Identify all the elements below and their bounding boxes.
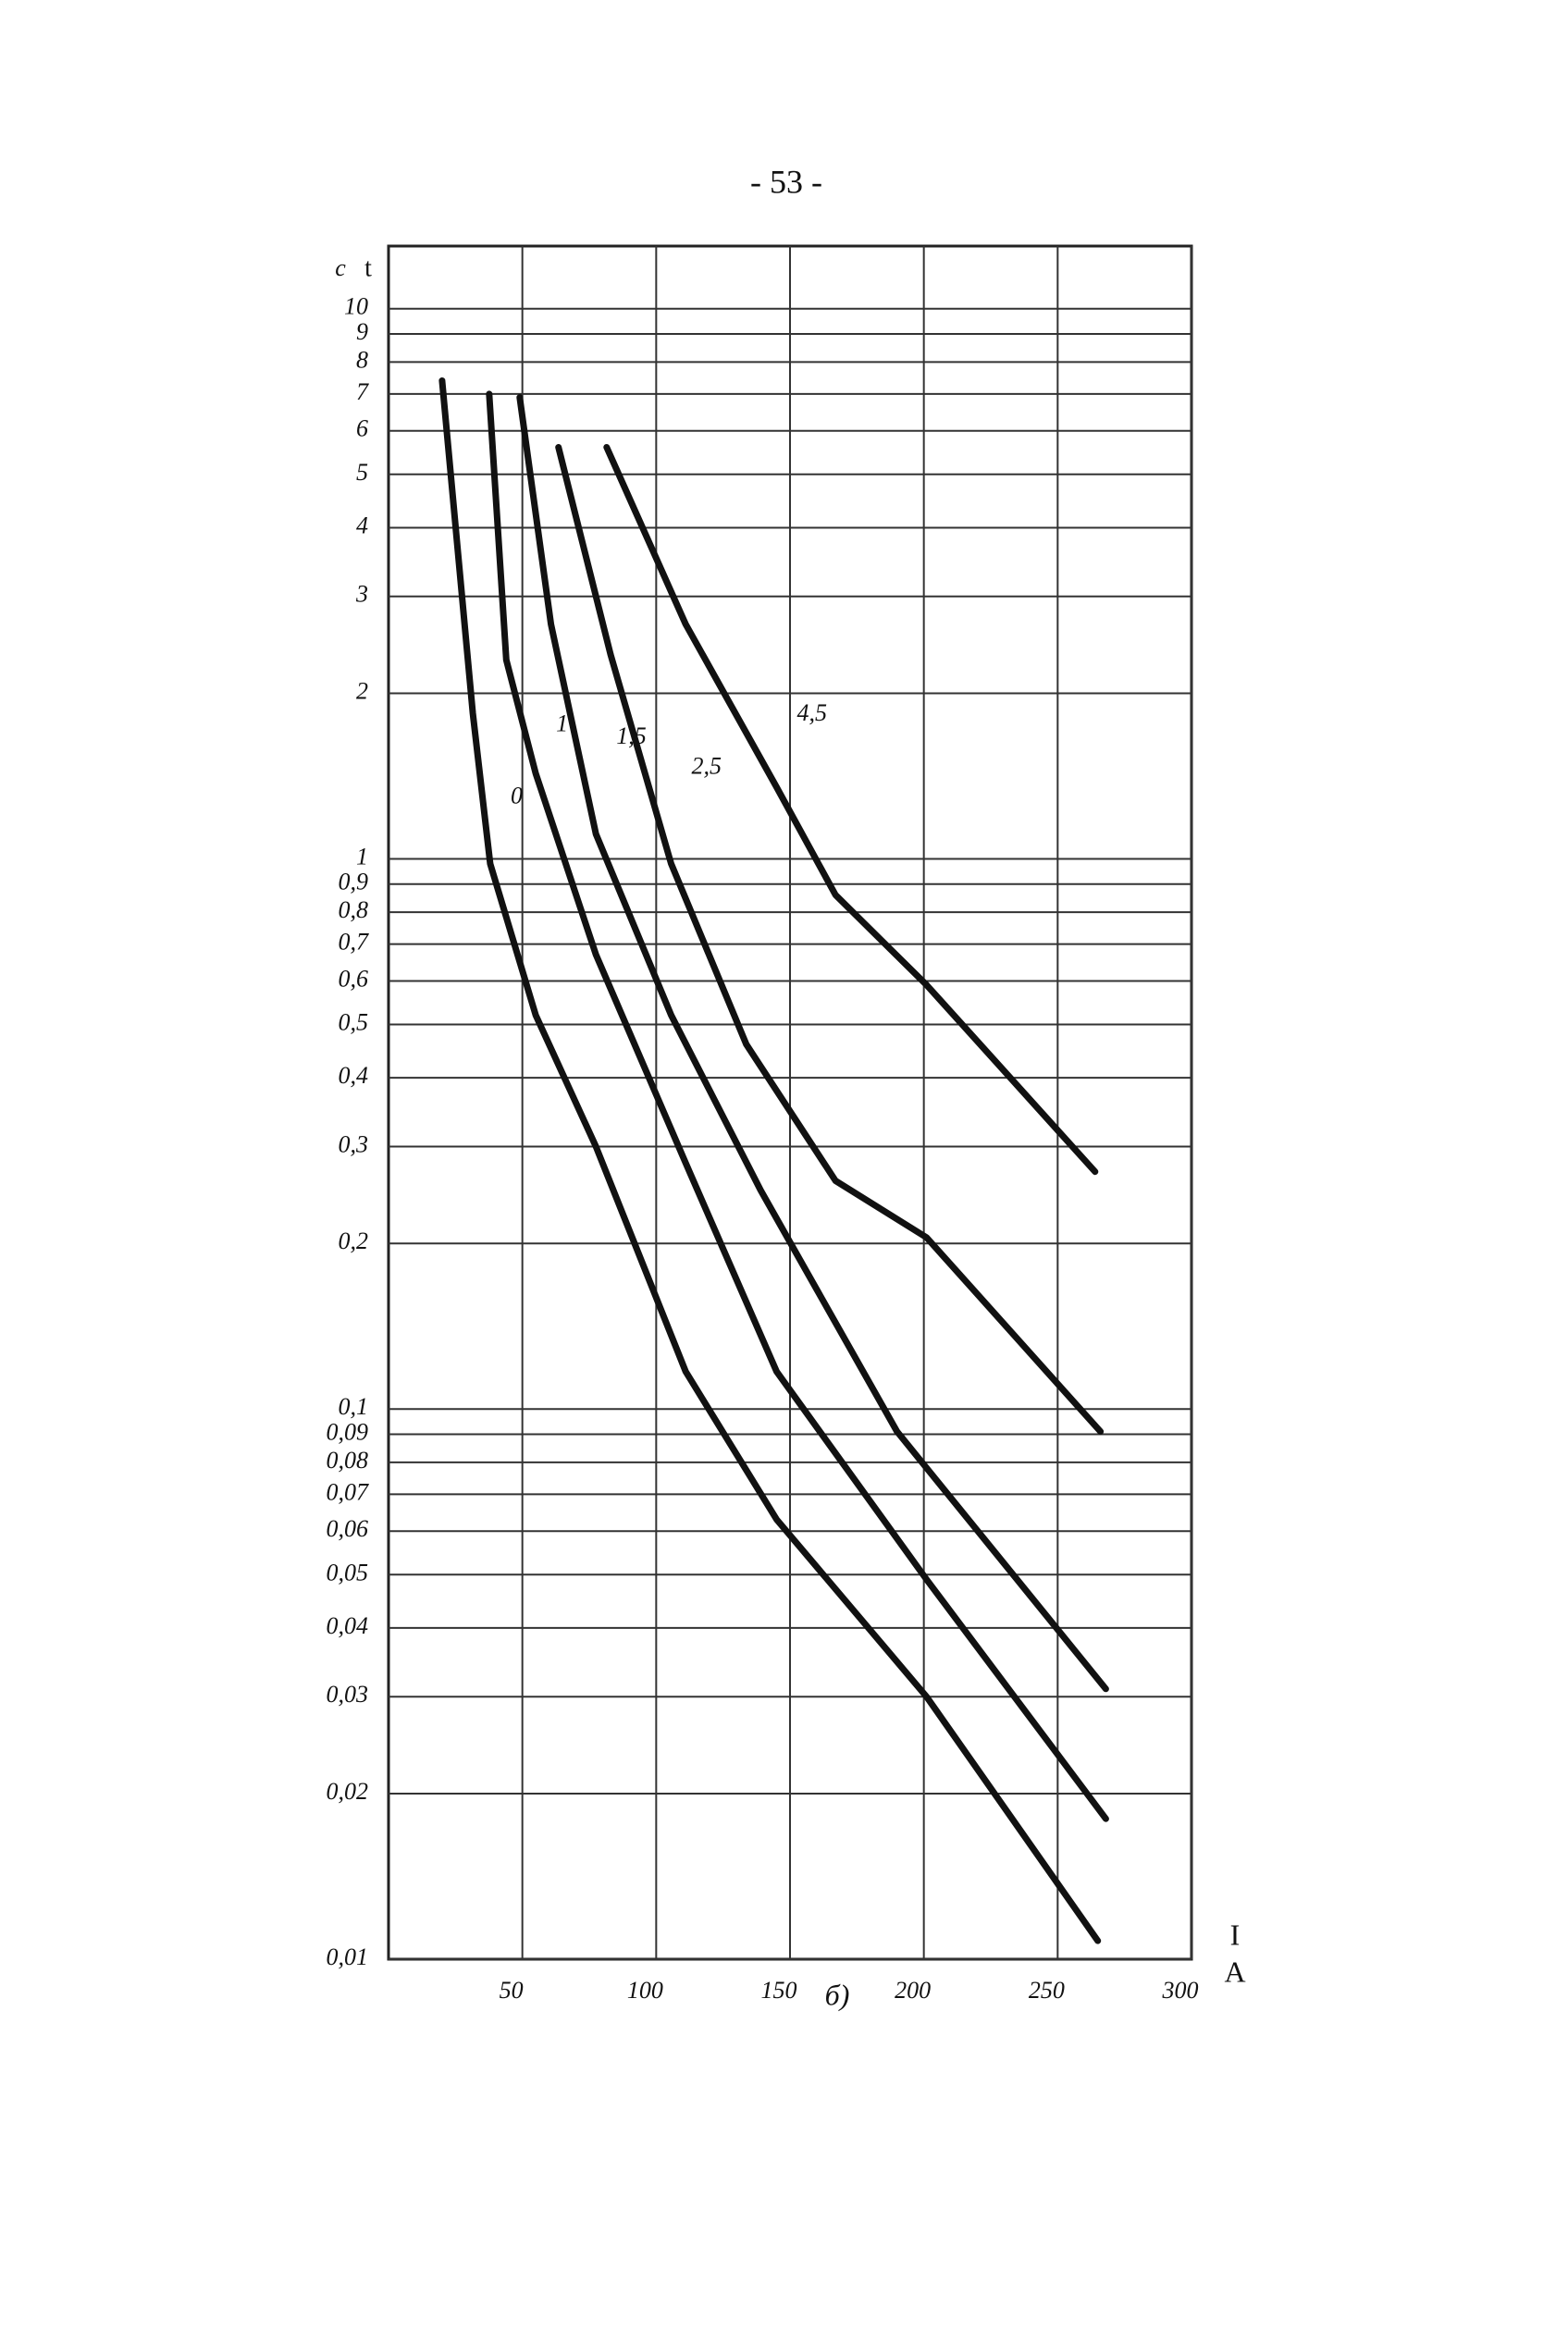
y-tick-label: 0,04: [327, 1612, 369, 1639]
y-axis-label: t: [364, 253, 372, 282]
curve-label: 4,5: [797, 699, 828, 726]
y-tick-label: 0,07: [327, 1478, 370, 1505]
curve-label: 1: [556, 710, 568, 737]
y-tick-label: 0,01: [327, 1943, 369, 1970]
y-tick-label: 8: [356, 346, 368, 373]
y-tick-label: 0,08: [327, 1447, 369, 1474]
y-tick-label: 0,02: [327, 1778, 369, 1805]
curve: [486, 390, 1109, 1822]
y-tick-label: 7: [356, 378, 369, 405]
y-tick-label: 1: [356, 843, 368, 870]
y-tick-label: 0,8: [339, 896, 369, 923]
curve: [555, 444, 1105, 1436]
x-tick-label: 50: [500, 1977, 524, 2004]
curve-label: 0: [511, 782, 523, 808]
x-tick-label: 200: [895, 1977, 931, 2004]
y-tick-label: 0,6: [339, 965, 369, 992]
y-tick-label: 4: [356, 512, 368, 538]
y-tick-label: 9: [356, 318, 368, 345]
y-tick-label: 2: [356, 677, 368, 704]
y-tick-label: 0,1: [339, 1393, 369, 1420]
y-tick-label: 0,4: [339, 1062, 369, 1089]
x-axis-unit: A: [1224, 1955, 1245, 1988]
y-tick-label: 3: [355, 581, 368, 608]
x-axis-label: I: [1230, 1918, 1241, 1951]
x-tick-label: 100: [627, 1977, 663, 2004]
curve-label: 2,5: [692, 753, 722, 780]
y-tick-label: 0,03: [327, 1681, 369, 1708]
y-tick-label: 6: [356, 415, 368, 442]
caption: б): [825, 1978, 850, 2011]
page-number: - 53 -: [750, 163, 822, 200]
y-tick-label: 0,5: [339, 1009, 369, 1036]
x-tick-label: 150: [761, 1977, 797, 2004]
curve: [516, 394, 1109, 1693]
curve: [603, 444, 1099, 1176]
y-axis-unit: c: [335, 254, 346, 281]
y-tick-label: 0,05: [327, 1559, 369, 1585]
x-tick-label: 250: [1029, 1977, 1065, 2004]
curve: [438, 377, 1102, 1944]
x-tick-label: 300: [1162, 1977, 1199, 2004]
y-tick-label: 10: [344, 293, 368, 320]
y-tick-label: 5: [356, 459, 368, 486]
y-tick-label: 0,7: [339, 929, 370, 956]
y-tick-label: 0,2: [339, 1228, 369, 1254]
y-tick-label: 0,06: [327, 1515, 369, 1542]
y-tick-label: 0,9: [339, 869, 369, 895]
y-tick-label: 0,3: [339, 1130, 369, 1157]
y-tick-label: 0,09: [327, 1418, 369, 1445]
